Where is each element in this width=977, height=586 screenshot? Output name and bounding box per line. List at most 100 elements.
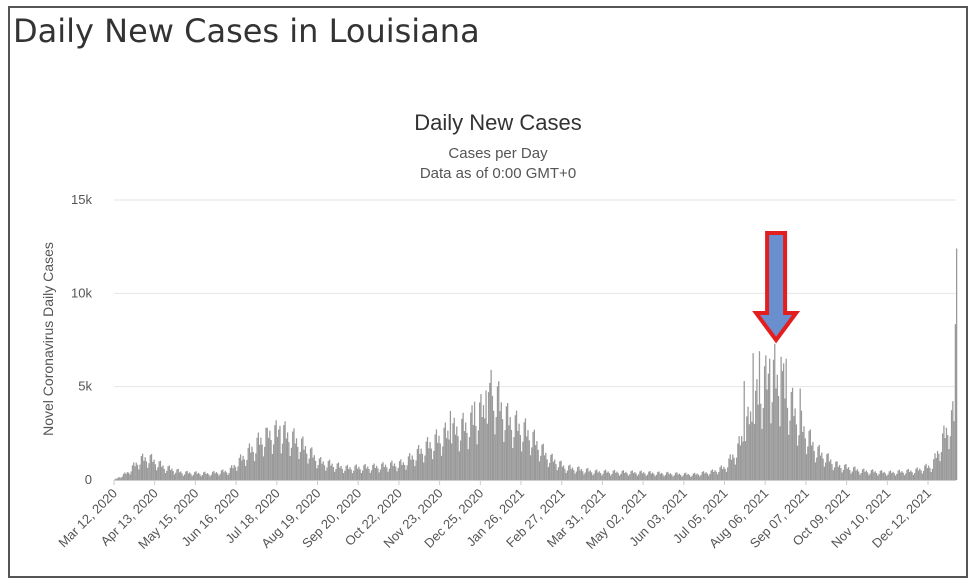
- bar: [358, 466, 360, 480]
- bar: [632, 473, 635, 480]
- bar: [720, 465, 722, 480]
- bar: [912, 474, 915, 480]
- bar: [395, 466, 397, 480]
- bar: [473, 401, 476, 480]
- bar: [917, 470, 920, 480]
- bar: [799, 388, 801, 480]
- chart-frame: [8, 6, 968, 578]
- bar: [565, 472, 567, 480]
- bar: [866, 472, 869, 480]
- bar: [409, 453, 411, 480]
- bar: [119, 477, 121, 480]
- bar: [770, 423, 772, 480]
- bar: [844, 464, 846, 480]
- y-axis-ticks: 0 5k 10k 15k: [71, 192, 92, 487]
- bar: [144, 457, 146, 480]
- bar: [887, 474, 889, 480]
- bar: [916, 467, 918, 480]
- y-tick-label: 5k: [78, 379, 92, 394]
- bar: [613, 469, 616, 480]
- bar: [195, 471, 197, 480]
- bar: [440, 455, 443, 480]
- bar: [956, 248, 958, 480]
- bar: [336, 463, 338, 480]
- bar: [934, 453, 936, 480]
- bar: [425, 441, 427, 480]
- bar: [766, 389, 768, 480]
- bar: [938, 453, 940, 480]
- bar: [727, 467, 729, 480]
- bar: [849, 469, 851, 480]
- bar: [431, 459, 434, 480]
- bar: [812, 441, 814, 480]
- bar: [701, 472, 703, 480]
- bar: [901, 471, 903, 480]
- bar: [176, 469, 178, 480]
- bar: [517, 430, 519, 480]
- bar: [533, 429, 535, 480]
- bar: [555, 464, 557, 480]
- bar: [758, 351, 761, 480]
- bar: [818, 445, 820, 480]
- bar: [284, 421, 286, 480]
- bar: [209, 476, 211, 480]
- bar: [274, 425, 276, 480]
- bar: [264, 446, 266, 480]
- bar: [575, 471, 577, 480]
- bar: [672, 476, 674, 480]
- bar: [819, 455, 822, 480]
- bar: [634, 472, 636, 480]
- bar: [325, 470, 327, 480]
- bar: [680, 474, 682, 480]
- bar: [730, 459, 733, 480]
- bar: [531, 447, 533, 480]
- bar: [821, 452, 823, 480]
- bar: [761, 428, 763, 480]
- bar: [762, 408, 764, 480]
- bar: [383, 466, 385, 480]
- bar: [245, 465, 247, 480]
- bar: [476, 444, 478, 480]
- bar: [902, 472, 904, 480]
- bar: [616, 471, 618, 480]
- bar: [139, 464, 141, 480]
- bar: [346, 464, 349, 480]
- bar: [125, 473, 127, 480]
- bar: [570, 469, 572, 480]
- bar: [489, 382, 491, 480]
- bar: [398, 461, 401, 480]
- bar: [328, 459, 331, 480]
- bar: [610, 475, 612, 480]
- bar: [674, 472, 677, 480]
- bar: [737, 443, 739, 480]
- bar: [314, 460, 317, 480]
- bar: [367, 466, 369, 480]
- bar: [150, 453, 153, 480]
- bar: [403, 464, 406, 480]
- bar: [743, 381, 745, 480]
- bar: [177, 468, 179, 480]
- bar: [400, 459, 402, 480]
- bar: [569, 464, 571, 480]
- bar: [697, 474, 700, 480]
- bar: [784, 398, 786, 480]
- bar: [362, 470, 364, 480]
- bar: [201, 474, 204, 480]
- bar: [481, 417, 483, 480]
- bar: [115, 478, 117, 480]
- bar: [231, 465, 233, 480]
- bar: [255, 453, 257, 480]
- bar: [652, 472, 654, 480]
- bar: [185, 471, 187, 480]
- bar: [777, 395, 780, 480]
- bar: [700, 474, 702, 480]
- bar: [456, 426, 458, 480]
- bar: [308, 458, 310, 480]
- bar: [121, 476, 123, 480]
- bar: [465, 422, 467, 480]
- bar: [396, 471, 398, 480]
- bar: [214, 473, 216, 480]
- bar: [141, 453, 144, 480]
- bar: [646, 474, 649, 480]
- bar: [811, 445, 813, 480]
